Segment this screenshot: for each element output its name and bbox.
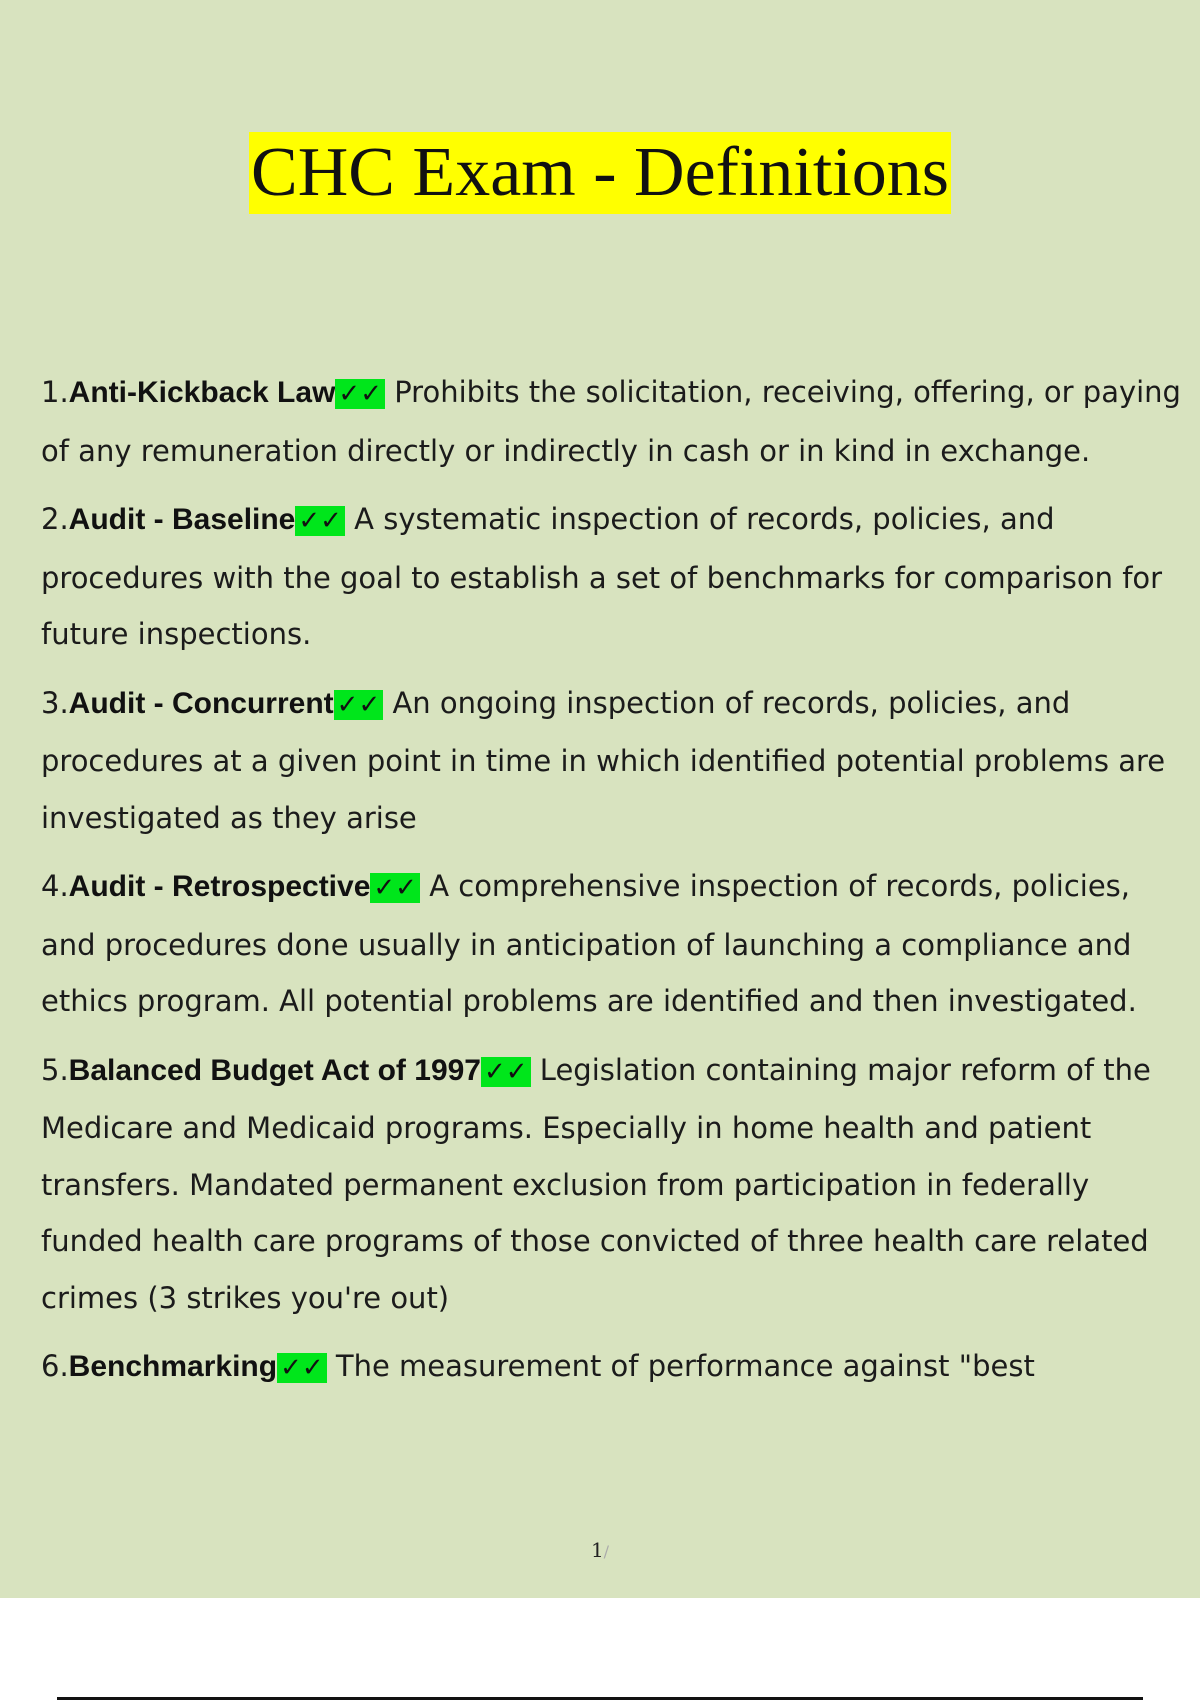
page-number: 1/ xyxy=(0,1538,1200,1562)
check-icon: ✓✓ xyxy=(277,1353,327,1383)
item-definition: Prohibits the solicitation, receiving, o… xyxy=(41,375,1181,468)
item-term: Audit - Concurrent xyxy=(68,686,334,720)
item-number: 1. xyxy=(41,375,69,409)
item-term: Audit - Baseline xyxy=(68,503,296,536)
item-definition: A systematic inspection of records, poli… xyxy=(41,502,1163,651)
check-icon: ✓✓ xyxy=(333,689,384,720)
list-item: 6.Benchmarking ✓✓ The measurement of perf… xyxy=(41,1338,1191,1397)
item-term: Audit - Retrospective xyxy=(68,870,371,903)
item-term: Balanced Budget Act of 1997 xyxy=(68,1053,481,1087)
check-icon: ✓✓ xyxy=(370,873,420,903)
page-number-value: 1 xyxy=(590,1538,604,1562)
item-definition: The measurement of performance against "… xyxy=(335,1349,1035,1383)
item-definition: An ongoing inspection of records, polici… xyxy=(41,685,1166,835)
check-icon: ✓✓ xyxy=(295,506,345,536)
document-page: CHC Exam - Definitions 1.Anti-Kickback L… xyxy=(0,0,1200,1598)
item-number: 5. xyxy=(41,1052,69,1087)
list-item: 3.Audit - Concurrent ✓✓ An ongoing inspec… xyxy=(41,675,1191,847)
check-icon: ✓✓ xyxy=(481,1056,531,1087)
item-definition: Legislation containing major reform of t… xyxy=(41,1052,1151,1315)
item-number: 4. xyxy=(41,869,69,903)
item-number: 6. xyxy=(41,1349,69,1383)
list-item: 2.Audit - Baseline ✓✓ A systematic inspec… xyxy=(41,491,1191,663)
definition-list: 1.Anti-Kickback Law ✓✓ Prohibits the soli… xyxy=(41,364,1191,1409)
item-term: Anti-Kickback Law xyxy=(68,376,336,409)
page-divider xyxy=(57,1697,1143,1700)
item-number: 3. xyxy=(41,685,69,720)
item-term: Benchmarking xyxy=(68,1350,278,1383)
check-icon: ✓✓ xyxy=(335,379,385,409)
item-number: 2. xyxy=(41,502,69,536)
list-item: 1.Anti-Kickback Law ✓✓ Prohibits the soli… xyxy=(41,364,1191,479)
list-item: 4.Audit - Retrospective ✓✓ A comprehensiv… xyxy=(41,858,1191,1030)
page-title: CHC Exam - Definitions xyxy=(249,132,951,214)
page-separator: / xyxy=(603,1542,610,1561)
item-definition: A comprehensive inspection of records, p… xyxy=(41,869,1137,1018)
list-item: 5.Balanced Budget Act of 1997 ✓✓ Legislat… xyxy=(41,1042,1191,1327)
